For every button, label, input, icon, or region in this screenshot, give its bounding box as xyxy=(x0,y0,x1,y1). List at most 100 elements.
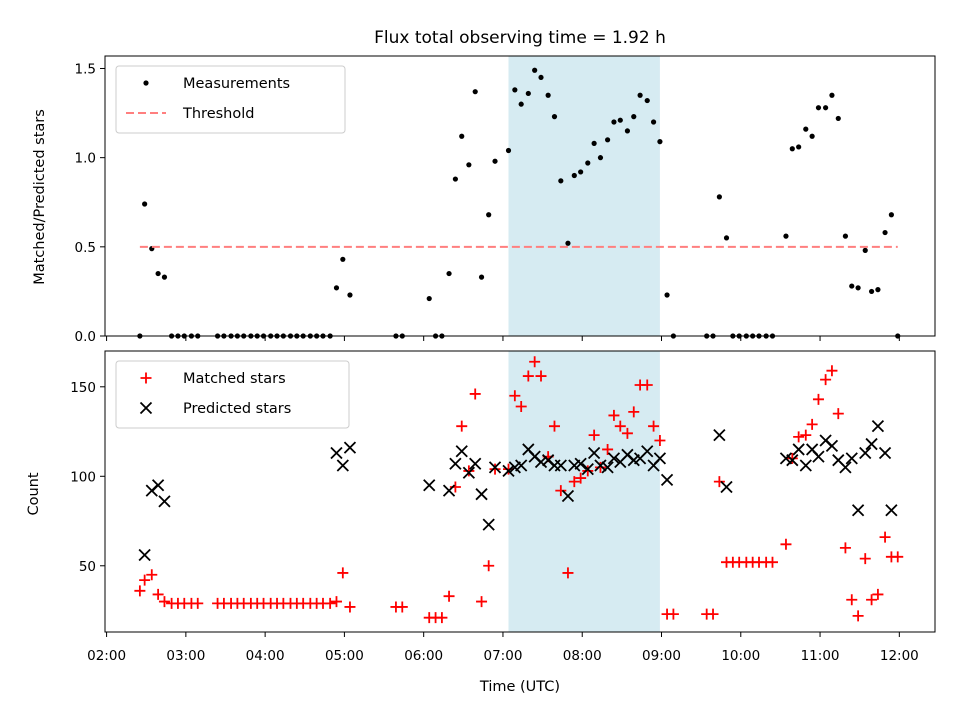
measurement-point xyxy=(565,240,571,246)
measurement-point xyxy=(862,247,868,253)
matched-stars-point xyxy=(628,406,640,418)
measurement-point xyxy=(578,169,584,175)
predicted-stars-point xyxy=(330,446,343,460)
matched-stars-point xyxy=(852,610,864,622)
measurement-point xyxy=(333,285,340,291)
predicted-stars-point xyxy=(825,439,839,452)
measurement-point xyxy=(478,274,485,280)
matched-stars-point xyxy=(820,374,832,386)
measurement-point xyxy=(538,74,544,81)
measurement-point xyxy=(512,87,518,93)
measurement-point xyxy=(551,114,558,120)
y-tick-label: 1.0 xyxy=(75,151,96,167)
predicted-stars-point xyxy=(574,457,587,470)
matched-stars-point xyxy=(555,485,567,497)
measurement-point xyxy=(155,270,161,277)
measurement-point xyxy=(664,292,670,298)
matched-stars-point xyxy=(588,429,600,441)
predicted-stars-point xyxy=(653,452,667,465)
matched-stars-point xyxy=(529,356,541,368)
x-axis-label: Time (UTC) xyxy=(479,679,560,695)
measurement-point xyxy=(650,119,657,125)
predicted-stars-point xyxy=(554,459,567,472)
measurement-point xyxy=(452,176,458,182)
predicted-stars-point xyxy=(812,450,825,463)
measurement-point xyxy=(868,288,875,295)
shaded-span xyxy=(508,56,660,336)
measurement-point xyxy=(571,172,577,179)
matched-stars-point xyxy=(832,408,844,420)
y-tick-label: 50 xyxy=(79,559,96,575)
predicted-stars-point xyxy=(786,454,799,467)
top-y-axis-label: Matched/Predicted stars xyxy=(32,109,48,285)
legend-box xyxy=(115,360,350,429)
matched-stars-point xyxy=(575,472,587,484)
measurement-point xyxy=(624,128,631,134)
axes-frame xyxy=(104,350,936,633)
measurement-point xyxy=(631,114,637,120)
matched-stars-point xyxy=(192,597,204,609)
matched-stars-point xyxy=(456,420,468,432)
predicted-stars-point xyxy=(534,455,548,469)
matched-stars-point xyxy=(786,452,798,464)
measurement-point xyxy=(637,92,643,98)
matched-stars-point xyxy=(469,388,481,400)
matched-stars-point xyxy=(812,393,824,405)
predicted-stars-point xyxy=(601,461,614,474)
matched-stars-point xyxy=(826,365,838,377)
matched-stars-point xyxy=(330,596,342,608)
measurement-point xyxy=(823,105,829,111)
measurement-point xyxy=(849,283,855,289)
matched-stars-point xyxy=(780,538,792,550)
matched-stars-point xyxy=(134,585,146,597)
measurement-point xyxy=(835,115,841,122)
measurement-point xyxy=(459,133,465,139)
measurement-point xyxy=(803,126,809,132)
measurement-point xyxy=(617,117,623,123)
matched-stars-point xyxy=(707,608,719,620)
measurement-point xyxy=(347,292,353,298)
measurement-point xyxy=(505,147,512,154)
predicted-stars-point xyxy=(469,457,482,470)
predicted-stars-point xyxy=(482,518,495,531)
matched-stars-point xyxy=(483,560,495,572)
predicted-stars-point xyxy=(845,452,858,465)
measurement-point xyxy=(815,105,822,111)
measurement-point xyxy=(657,139,663,145)
shaded-span xyxy=(508,351,660,632)
measurement-point xyxy=(809,133,815,139)
legend-label: Matched stars xyxy=(183,371,286,387)
matched-stars-point xyxy=(463,465,475,477)
legend-measurement-swatch xyxy=(143,80,149,86)
y-tick-label: 1.5 xyxy=(75,61,96,77)
matched-stars-point xyxy=(344,601,356,613)
measurement-point xyxy=(532,67,538,73)
measurement-point xyxy=(525,90,531,97)
matched-stars-point xyxy=(872,588,884,600)
measurement-point xyxy=(591,140,597,146)
predicted-stars-point xyxy=(449,457,462,470)
measurement-point xyxy=(142,201,148,207)
matched-stars-point xyxy=(866,594,878,606)
matched-stars-point xyxy=(594,461,606,473)
predicted-stars-point xyxy=(423,479,436,492)
measurement-point xyxy=(340,256,346,262)
matched-stars-point xyxy=(476,596,488,608)
matched-stars-point xyxy=(608,409,620,421)
predicted-stars-point xyxy=(660,473,674,487)
x-tick-label: 06:00 xyxy=(404,648,443,664)
matched-stars-point xyxy=(568,476,580,488)
matched-stars-point xyxy=(614,420,626,432)
x-tick-label: 03:00 xyxy=(166,648,205,664)
measurement-point xyxy=(842,233,849,239)
measurement-point xyxy=(875,287,881,293)
matched-stars-point xyxy=(509,390,521,402)
measurement-point xyxy=(518,101,524,107)
matched-stars-point xyxy=(436,612,448,624)
matched-stars-point xyxy=(146,569,158,581)
predicted-stars-point xyxy=(502,464,515,478)
matched-stars-point xyxy=(879,531,891,543)
matched-stars-point xyxy=(800,429,812,441)
predicted-stars-point xyxy=(713,428,726,442)
